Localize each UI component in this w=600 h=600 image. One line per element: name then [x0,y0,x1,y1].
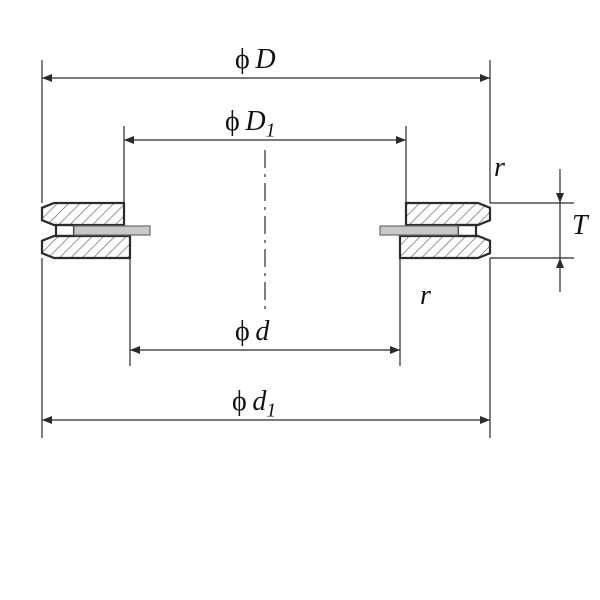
label-phi-D: ϕ D [235,44,276,76]
label-phi-d1: ϕ d1 [232,386,276,423]
bearing-diagram-canvas [0,0,600,600]
label-phi-d: ϕ d [235,316,269,348]
label-T: T [572,210,588,242]
label-phi-D1: ϕ D1 [225,106,275,143]
label-r-top: r [494,152,505,184]
label-r-bottom: r [420,280,431,312]
